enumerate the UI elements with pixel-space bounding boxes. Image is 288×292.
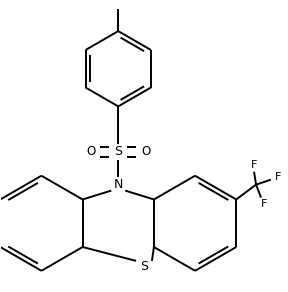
Text: F: F xyxy=(275,172,281,182)
Text: S: S xyxy=(140,260,148,273)
Text: N: N xyxy=(113,178,123,191)
Text: O: O xyxy=(86,145,95,159)
Text: S: S xyxy=(114,145,122,159)
Text: O: O xyxy=(141,145,151,159)
Text: F: F xyxy=(251,160,257,170)
Text: F: F xyxy=(261,199,267,209)
